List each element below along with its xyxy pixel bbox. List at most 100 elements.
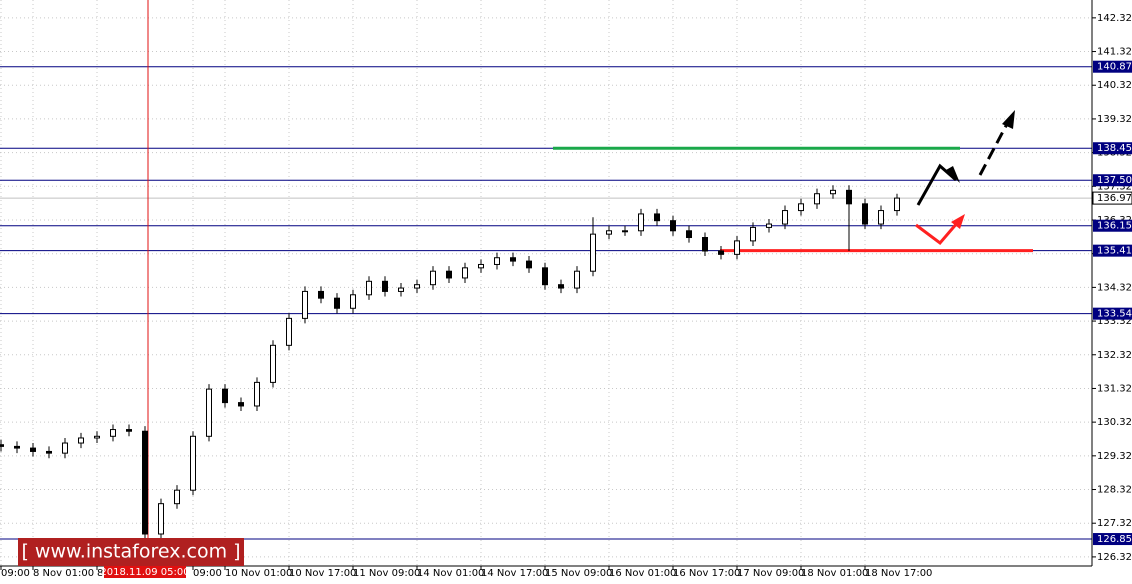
y-tick-label: 130.32 — [1097, 417, 1132, 428]
level-label: 135.41 — [1097, 246, 1132, 257]
candle-body — [478, 263, 484, 269]
candle-body — [0, 444, 4, 447]
candle-body — [30, 447, 36, 452]
candle-body — [238, 402, 244, 407]
candle-body — [446, 270, 452, 279]
level-label: 138.45 — [1097, 143, 1132, 154]
level-box — [1093, 142, 1132, 155]
candle-body — [206, 388, 212, 437]
candle-body — [158, 503, 164, 535]
candle-body — [862, 203, 868, 225]
candle-body — [126, 429, 132, 432]
watermark-box — [18, 538, 244, 566]
candles — [0, 185, 900, 541]
x-tick-label: 09:00 — [193, 568, 222, 579]
cursor-box — [104, 566, 186, 578]
arrow — [916, 163, 957, 206]
candle-body — [190, 435, 196, 491]
candle-body — [814, 193, 820, 205]
arrow — [978, 121, 1010, 176]
level-box — [1093, 219, 1132, 232]
arrowhead — [1002, 110, 1015, 129]
candle-body — [270, 344, 276, 383]
y-tick-label: 134.32 — [1097, 282, 1132, 293]
candle-body — [14, 445, 20, 449]
candle-body — [622, 230, 628, 233]
cursor-text: 2018.11.09 05:00 — [100, 567, 189, 578]
last-price-box — [1092, 191, 1132, 205]
level-box — [1093, 244, 1132, 257]
candle-body — [46, 450, 52, 454]
candle-body — [830, 189, 836, 195]
x-tick-label: 8 Nov 01:00 — [33, 568, 94, 579]
candle-body — [606, 230, 612, 235]
candle-body — [558, 284, 564, 289]
x-tick-label: 16 Nov 17:00 — [673, 568, 740, 579]
level-label: 140.87 — [1097, 62, 1132, 73]
x-tick-label: 17 Nov 09:00 — [737, 568, 804, 579]
level-box — [1093, 533, 1132, 546]
axis-labels: 142.32141.32140.32139.32138.32137.32136.… — [0, 13, 1132, 579]
forecast-arrows — [915, 110, 1015, 246]
watermark-text: [ www.instaforex.com ] — [21, 541, 240, 563]
candle-body — [574, 270, 580, 289]
candle-body — [734, 240, 740, 255]
candle-body — [350, 294, 356, 309]
candle-body — [494, 257, 500, 265]
level-box — [1093, 60, 1132, 73]
candle-body — [798, 203, 804, 212]
candle-body — [142, 430, 148, 535]
candle-body — [718, 250, 724, 255]
candle-body — [286, 317, 292, 346]
candle-body — [62, 442, 68, 454]
candle-body — [174, 489, 180, 505]
y-tick-label: 128.32 — [1097, 485, 1132, 496]
x-tick-label: 15 Nov 09:00 — [545, 568, 612, 579]
y-tick-label: 140.32 — [1097, 80, 1132, 91]
candle-body — [894, 197, 900, 212]
level-label: 136.15 — [1097, 221, 1132, 232]
candle-body — [702, 237, 708, 252]
x-tick-label: 8 — [97, 568, 103, 579]
candle-body — [878, 210, 884, 225]
candle-body — [462, 267, 468, 279]
level-label: 133.54 — [1097, 309, 1132, 320]
y-tick-label: 131.32 — [1097, 383, 1132, 394]
candle-body — [382, 280, 388, 292]
candle-body — [686, 230, 692, 239]
arrow — [915, 221, 960, 246]
candle-body — [398, 287, 404, 292]
candle-body — [846, 189, 852, 205]
level-box — [1093, 174, 1132, 187]
watermark: [ www.instaforex.com ] — [18, 538, 244, 566]
candle-body — [110, 429, 116, 437]
candle-body — [654, 213, 660, 222]
y-tick-label: 133.32 — [1097, 316, 1132, 327]
candle-body — [526, 260, 532, 269]
candle-body — [78, 437, 84, 444]
candle-body — [334, 297, 340, 309]
candle-body — [414, 284, 420, 289]
y-tick-label: 126.32 — [1097, 552, 1132, 563]
x-tick-label: 10 Nov 01:00 — [225, 568, 292, 579]
candle-body — [638, 213, 644, 232]
level-label: 126.85 — [1097, 534, 1132, 545]
x-tick-label: 14 Nov 01:00 — [417, 568, 484, 579]
last-price-label: 136.97 — [1097, 193, 1132, 204]
candle-body — [302, 290, 308, 319]
arrowhead — [951, 214, 965, 229]
x-tick-label: 11 Nov 09:00 — [353, 568, 420, 579]
y-tick-label: 141.32 — [1097, 47, 1132, 58]
candle-body — [318, 290, 324, 299]
candle-body — [254, 381, 260, 407]
candle-body — [750, 226, 756, 242]
candle-body — [590, 233, 596, 272]
y-tick-label: 142.32 — [1097, 13, 1132, 24]
candle-body — [782, 210, 788, 225]
x-tick-label: 18 Nov 17:00 — [865, 568, 932, 579]
level-label: 137.50 — [1097, 175, 1132, 186]
y-tick-label: 139.32 — [1097, 114, 1132, 125]
